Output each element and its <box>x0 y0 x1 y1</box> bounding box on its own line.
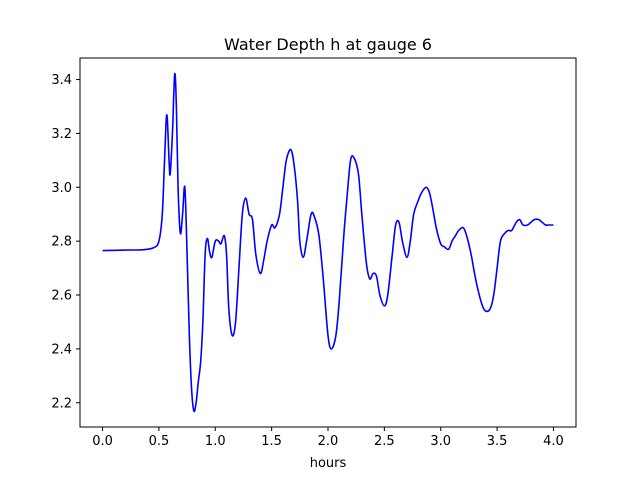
y-tick-label: 3.2 <box>51 127 72 142</box>
x-tick-label: 1.5 <box>261 434 282 449</box>
plot-frame <box>79 57 577 428</box>
y-tick-label: 2.8 <box>51 235 72 250</box>
chart-title: Water Depth h at gauge 6 <box>224 35 432 54</box>
x-tick-label: 3.0 <box>430 434 451 449</box>
x-tick-label: 0.0 <box>92 434 113 449</box>
y-tick-label: 2.6 <box>51 289 72 304</box>
x-tick-label: 2.0 <box>318 434 339 449</box>
x-tick-label: 2.5 <box>374 434 395 449</box>
y-tick-label: 2.2 <box>51 396 72 411</box>
y-tick-label: 2.4 <box>51 342 72 357</box>
y-axis: 2.2 2.4 2.6 2.8 3.0 3.2 3.4 <box>51 73 80 411</box>
x-tick-label: 4.0 <box>543 434 564 449</box>
x-tick-label: 1.0 <box>205 434 226 449</box>
y-tick-label: 3.0 <box>51 181 72 196</box>
x-tick-label: 3.5 <box>487 434 508 449</box>
series-line <box>102 72 554 413</box>
x-axis-label: hours <box>310 456 347 471</box>
y-tick-label: 3.4 <box>51 73 72 88</box>
x-axis: 0.0 0.5 1.0 1.5 2.0 2.5 3.0 3.5 4.0 <box>92 427 564 449</box>
series-layer <box>102 72 554 413</box>
x-tick-label: 0.5 <box>149 434 170 449</box>
